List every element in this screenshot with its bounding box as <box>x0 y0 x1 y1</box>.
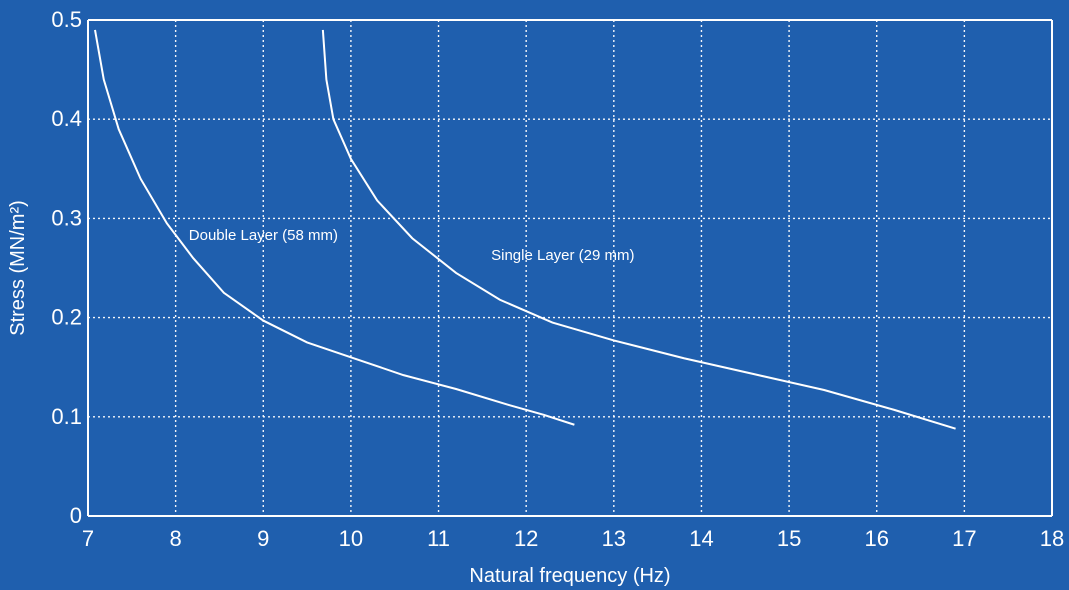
annotations: Double Layer (58 mm) Single Layer (29 mm) <box>189 227 635 264</box>
x-tick-label: 18 <box>1040 526 1064 551</box>
y-tick-label: 0 <box>70 503 82 528</box>
x-tick-label: 14 <box>689 526 713 551</box>
single-layer-annotation: Single Layer (29 mm) <box>491 247 634 264</box>
x-tick-label: 7 <box>82 526 94 551</box>
x-tick-label: 8 <box>170 526 182 551</box>
axes <box>87 19 1053 517</box>
single-layer-curve <box>321 29 956 430</box>
tick-labels: 7 8 9 10 11 12 13 14 15 16 17 18 0 0.1 0.2 0.3 0.4 0.5 <box>51 7 1064 551</box>
y-tick-label: 0.1 <box>51 404 82 429</box>
x-tick-label: 12 <box>514 526 538 551</box>
x-tick-label: 15 <box>777 526 801 551</box>
x-tick-label: 13 <box>602 526 626 551</box>
grid-lines <box>88 20 1052 516</box>
x-axis-title: Natural frequency (Hz) <box>469 565 670 587</box>
y-tick-label: 0.2 <box>51 305 82 330</box>
double-layer-curve <box>94 29 575 426</box>
double-layer-annotation: Double Layer (58 mm) <box>189 227 338 244</box>
y-axis-title: Stress (MN/m²) <box>7 200 29 336</box>
x-tick-label: 10 <box>339 526 363 551</box>
x-tick-label: 9 <box>257 526 269 551</box>
x-tick-label: 16 <box>864 526 888 551</box>
y-tick-label: 0.4 <box>51 106 82 131</box>
y-tick-label: 0.5 <box>51 7 82 32</box>
series-lines <box>94 29 956 430</box>
y-tick-label: 0.3 <box>51 205 82 230</box>
x-tick-label: 17 <box>952 526 976 551</box>
x-tick-label: 11 <box>427 526 450 551</box>
